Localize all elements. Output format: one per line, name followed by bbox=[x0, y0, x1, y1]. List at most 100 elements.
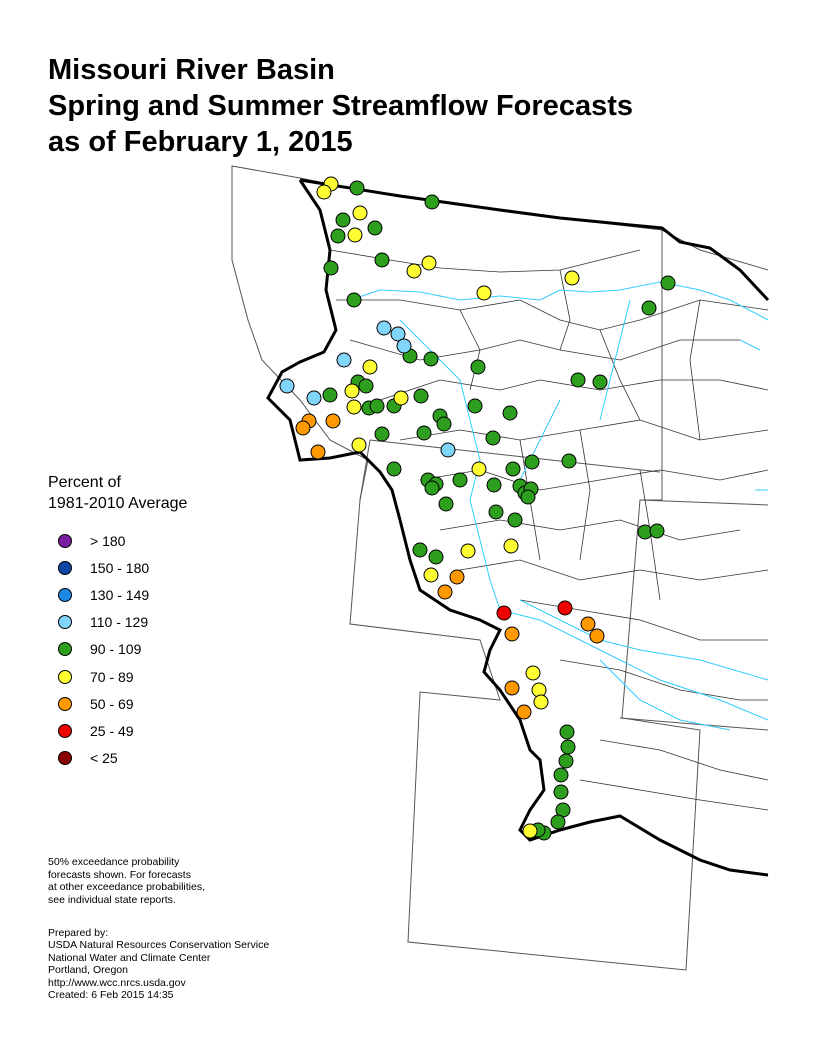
site-point bbox=[507, 512, 523, 528]
site-point bbox=[423, 351, 439, 367]
site-point bbox=[424, 480, 440, 496]
title-line-2: Spring and Summer Streamflow Forecasts bbox=[48, 90, 633, 122]
note-line: at other exceedance probabilities, bbox=[48, 881, 206, 893]
site-point bbox=[344, 383, 360, 399]
legend-item: 90 - 109 bbox=[48, 636, 187, 663]
legend-item: 130 - 149 bbox=[48, 581, 187, 608]
title-line-3: as of February 1, 2015 bbox=[48, 126, 353, 158]
site-point bbox=[330, 228, 346, 244]
site-point bbox=[649, 523, 665, 539]
site-point bbox=[413, 388, 429, 404]
prepared-by: Prepared by: USDA Natural Resources Cons… bbox=[48, 927, 269, 1001]
prepared-line: National Water and Climate Center bbox=[48, 951, 211, 964]
site-point bbox=[347, 227, 363, 243]
site-point bbox=[423, 567, 439, 583]
legend-swatch bbox=[58, 615, 72, 630]
site-point bbox=[452, 472, 468, 488]
site-point bbox=[470, 359, 486, 375]
legend-label: 70 - 89 bbox=[90, 668, 134, 685]
legend-item: 50 - 69 bbox=[48, 690, 187, 717]
site-point bbox=[496, 605, 512, 621]
site-point bbox=[561, 453, 577, 469]
site-point bbox=[295, 420, 311, 436]
site-point bbox=[641, 300, 657, 316]
site-point bbox=[580, 616, 596, 632]
legend: Percent of 1981-2010 Average > 180 150 - … bbox=[48, 472, 187, 772]
site-point bbox=[323, 260, 339, 276]
legend-label: 150 - 180 bbox=[90, 559, 150, 576]
legend-swatch bbox=[58, 642, 72, 657]
site-point bbox=[505, 461, 521, 477]
legend-swatch bbox=[58, 751, 72, 766]
legend-item: 70 - 89 bbox=[48, 663, 187, 690]
state-boundaries bbox=[231, 165, 769, 971]
basin-boundary bbox=[266, 178, 770, 877]
site-point bbox=[504, 626, 520, 642]
site-point bbox=[560, 739, 576, 755]
site-point bbox=[533, 694, 549, 710]
legend-swatch bbox=[58, 587, 72, 602]
site-point bbox=[424, 194, 440, 210]
site-point bbox=[525, 665, 541, 681]
site-point bbox=[660, 275, 676, 291]
site-point bbox=[349, 180, 365, 196]
legend-label: < 25 bbox=[90, 750, 118, 767]
prepared-line: http://www.wcc.nrcs.usda.gov bbox=[48, 976, 186, 989]
site-point bbox=[416, 425, 432, 441]
site-point bbox=[351, 437, 367, 453]
rivers bbox=[349, 281, 769, 731]
site-point bbox=[471, 461, 487, 477]
site-point bbox=[322, 387, 338, 403]
site-point bbox=[592, 374, 608, 390]
site-point bbox=[336, 352, 352, 368]
site-point bbox=[325, 413, 341, 429]
site-point bbox=[553, 767, 569, 783]
site-point bbox=[559, 724, 575, 740]
legend-swatch bbox=[58, 669, 72, 684]
site-point bbox=[362, 359, 378, 375]
site-point bbox=[306, 390, 322, 406]
site-point bbox=[390, 326, 406, 342]
legend-title-line-1: Percent of bbox=[48, 474, 121, 491]
site-point bbox=[557, 600, 573, 616]
legend-swatch bbox=[58, 696, 72, 711]
legend-swatch bbox=[58, 560, 72, 575]
site-point bbox=[449, 569, 465, 585]
site-point bbox=[564, 270, 580, 286]
note-line: 50% exceedance probability bbox=[48, 856, 180, 868]
title-line-1: Missouri River Basin bbox=[48, 54, 335, 86]
legend-item: 150 - 180 bbox=[48, 554, 187, 581]
forecast-sites bbox=[279, 176, 676, 841]
site-point bbox=[386, 461, 402, 477]
site-point bbox=[412, 542, 428, 558]
site-point bbox=[376, 320, 392, 336]
site-point bbox=[438, 496, 454, 512]
site-point bbox=[393, 390, 409, 406]
site-point bbox=[346, 292, 362, 308]
site-point bbox=[440, 442, 456, 458]
prepared-line: USDA Natural Resources Conservation Serv… bbox=[48, 939, 270, 952]
legend-item: < 25 bbox=[48, 745, 187, 772]
map-title: Missouri River Basin Spring and Summer S… bbox=[48, 52, 633, 160]
site-point bbox=[516, 704, 532, 720]
exceedance-note: 50% exceedance probability forecasts sho… bbox=[48, 856, 205, 906]
site-point bbox=[367, 220, 383, 236]
site-point bbox=[335, 212, 351, 228]
note-line: forecasts shown. For forecasts bbox=[48, 868, 191, 881]
note-line: see individual state reports. bbox=[48, 893, 176, 906]
site-point bbox=[504, 680, 520, 696]
site-point bbox=[467, 398, 483, 414]
site-point bbox=[520, 489, 536, 505]
site-point bbox=[570, 372, 586, 388]
legend-label: 25 - 49 bbox=[90, 722, 134, 739]
site-point bbox=[316, 184, 332, 200]
site-point bbox=[524, 454, 540, 470]
legend-item: 25 - 49 bbox=[48, 717, 187, 744]
prepared-line: Portland, Oregon bbox=[48, 964, 128, 977]
legend-item: 110 - 129 bbox=[48, 609, 187, 636]
legend-label: 90 - 109 bbox=[90, 641, 142, 658]
site-point bbox=[358, 378, 374, 394]
site-point bbox=[374, 252, 390, 268]
site-point bbox=[346, 399, 362, 415]
